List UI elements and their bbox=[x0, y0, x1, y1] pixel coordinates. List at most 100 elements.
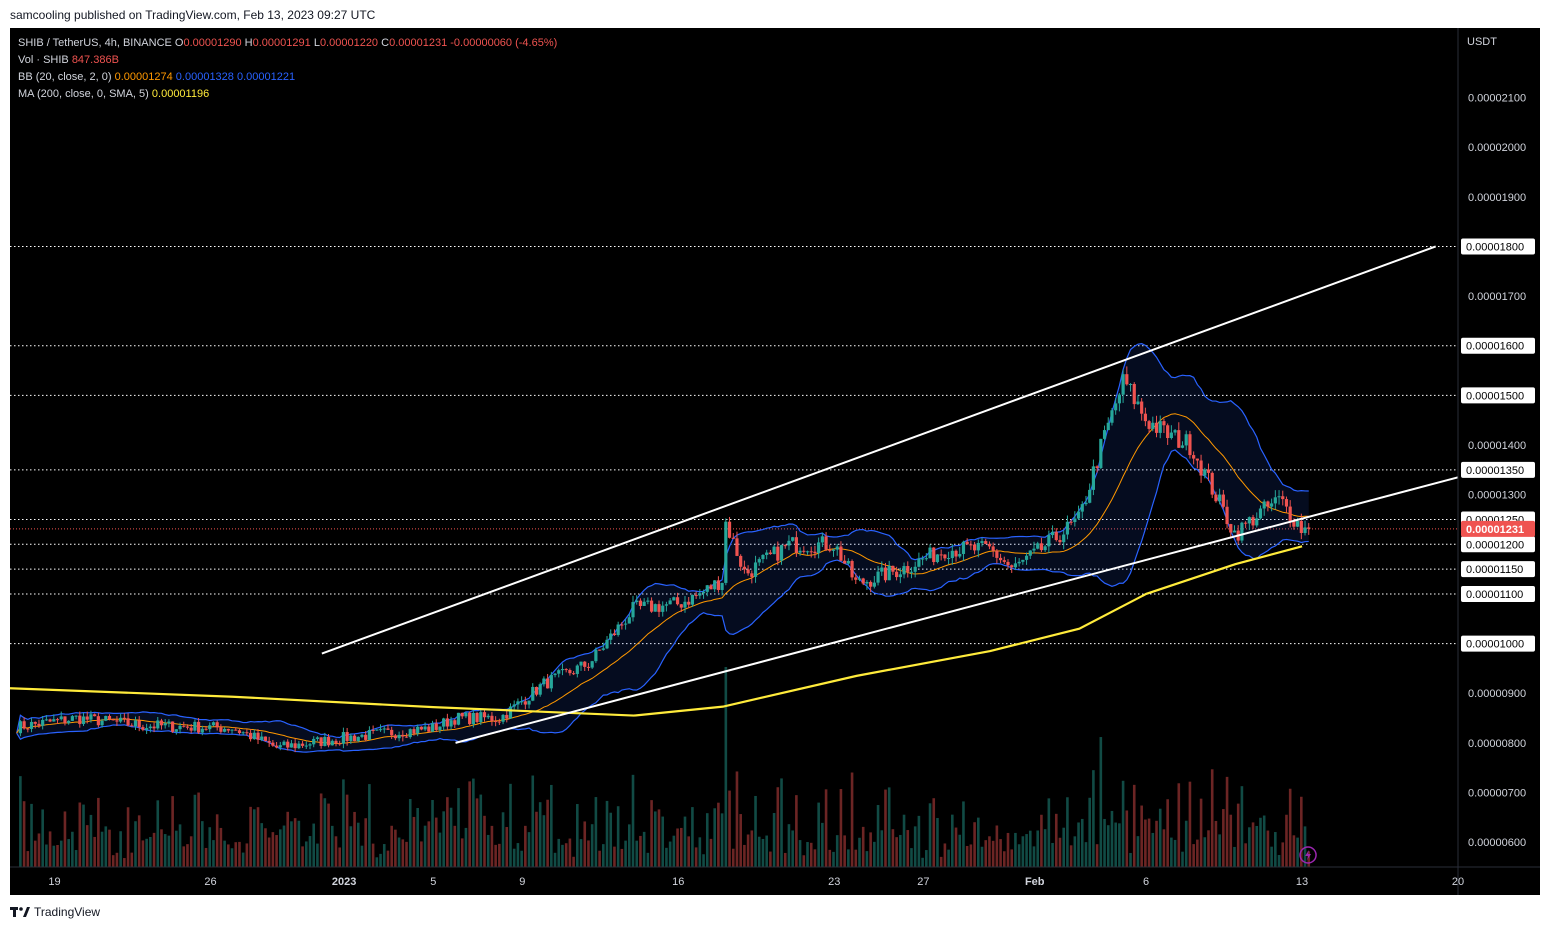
volume-bar bbox=[1121, 780, 1125, 867]
legend-volume-row[interactable]: Vol · SHIB 847.386B bbox=[18, 52, 557, 69]
volume-bar bbox=[995, 825, 999, 867]
volume-bar bbox=[847, 849, 850, 867]
candle-body bbox=[917, 558, 921, 567]
candle-body bbox=[434, 723, 438, 730]
volume-bar bbox=[1058, 837, 1062, 867]
candle-body bbox=[427, 726, 431, 732]
legend-bb-lower: 0.00001221 bbox=[236, 71, 296, 83]
candle-body bbox=[267, 740, 271, 743]
volume-bar bbox=[316, 843, 319, 867]
candle-body bbox=[1281, 496, 1285, 500]
candle-body bbox=[1132, 384, 1136, 405]
volume-bar bbox=[902, 814, 906, 867]
candle-body bbox=[204, 728, 208, 730]
volume-bar bbox=[887, 787, 891, 867]
volume-bar bbox=[1162, 829, 1166, 867]
candle-body bbox=[44, 719, 48, 721]
volume-bar bbox=[1002, 851, 1006, 867]
volume-bar bbox=[48, 831, 52, 867]
volume-bar bbox=[1274, 832, 1277, 867]
candle-body bbox=[724, 521, 728, 583]
volume-bar bbox=[375, 857, 379, 867]
volume-bar bbox=[1296, 837, 1299, 867]
candle-body bbox=[349, 735, 353, 741]
candle-body bbox=[657, 604, 661, 612]
volume-bar bbox=[67, 839, 70, 867]
volume-bar bbox=[635, 840, 639, 867]
candle-body bbox=[527, 700, 531, 705]
volume-bar bbox=[973, 822, 976, 867]
candle-body bbox=[679, 604, 683, 608]
candle-body bbox=[1221, 494, 1225, 507]
volume-bar bbox=[813, 849, 817, 867]
candle-body bbox=[248, 732, 253, 740]
volume-bar bbox=[297, 820, 301, 867]
candle-body bbox=[1006, 561, 1010, 566]
candle-body bbox=[1299, 520, 1303, 533]
candle-body bbox=[442, 718, 446, 727]
price-tick-label: 0.00001400 bbox=[1468, 440, 1526, 452]
volume-bar bbox=[1270, 846, 1273, 867]
footer-brand[interactable]: TradingView bbox=[10, 905, 100, 919]
candle-body bbox=[1251, 517, 1255, 526]
candle-body bbox=[1084, 502, 1088, 505]
volume-bar bbox=[520, 850, 523, 867]
candle-body bbox=[59, 716, 63, 720]
candle-body bbox=[958, 553, 962, 557]
candle-body bbox=[1288, 506, 1292, 521]
volume-bar bbox=[598, 850, 601, 867]
volume-bar bbox=[1014, 832, 1017, 867]
volume-bar bbox=[980, 846, 984, 867]
candle-body bbox=[627, 617, 631, 624]
candle-body bbox=[872, 582, 876, 587]
candle-body bbox=[731, 537, 735, 539]
volume-bar bbox=[56, 845, 59, 867]
level-label-bg bbox=[1461, 536, 1535, 553]
chart-frame[interactable] bbox=[10, 28, 1540, 895]
volume-bar bbox=[1203, 837, 1207, 867]
candle-body bbox=[549, 675, 553, 689]
volume-bar bbox=[364, 818, 367, 867]
candle-body bbox=[727, 521, 732, 538]
volume-bar bbox=[546, 799, 549, 867]
legend-symbol[interactable]: SHIB / TetherUS, 4h, BINANCE bbox=[18, 37, 172, 49]
volume-bar bbox=[550, 784, 553, 867]
candle-body bbox=[612, 633, 617, 636]
volume-bar bbox=[1281, 842, 1285, 867]
candle-body bbox=[546, 678, 550, 689]
volume-bar bbox=[576, 804, 579, 867]
volume-bar bbox=[30, 803, 33, 867]
volume-bar bbox=[453, 825, 457, 867]
volume-bar bbox=[1199, 798, 1203, 867]
candle-body bbox=[48, 719, 52, 722]
volume-bar bbox=[602, 844, 605, 867]
price-tick-label: 0.00001150 bbox=[1466, 564, 1523, 576]
legend-bb-row[interactable]: BB (20, close, 2, 0) 0.00001274 0.000013… bbox=[18, 69, 557, 86]
volume-bar bbox=[319, 793, 323, 867]
volume-bar bbox=[724, 667, 728, 867]
alert-lightning-icon bbox=[1299, 846, 1317, 864]
candle-body bbox=[794, 537, 798, 553]
volume-bar bbox=[624, 840, 627, 867]
candle-body bbox=[1258, 508, 1263, 519]
candle-body bbox=[471, 713, 475, 725]
candle-body bbox=[616, 624, 620, 636]
candle-body bbox=[1058, 540, 1062, 543]
legend-high: 0.00001291 bbox=[252, 37, 311, 49]
candle-body bbox=[438, 726, 442, 730]
volume-bar bbox=[37, 833, 41, 867]
candle-body bbox=[141, 727, 145, 730]
volume-bar bbox=[1225, 776, 1229, 867]
legend-ma-row[interactable]: MA (200, close, 0, SMA, 5) 0.00001196 bbox=[18, 86, 557, 103]
volume-bar bbox=[22, 801, 26, 867]
candle-body bbox=[237, 730, 242, 734]
candle-body bbox=[464, 712, 468, 717]
volume-bar bbox=[665, 847, 668, 867]
candle-body bbox=[193, 721, 197, 731]
volume-bar bbox=[731, 848, 735, 867]
candle-body bbox=[52, 719, 56, 722]
candle-body bbox=[382, 728, 386, 730]
candle-body bbox=[278, 745, 282, 748]
candle-body bbox=[352, 735, 357, 742]
